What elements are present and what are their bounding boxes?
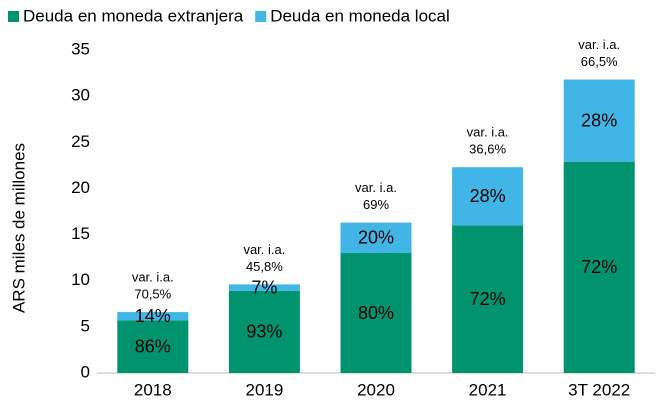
y-axis-label: ARS miles de millones xyxy=(9,143,28,313)
annotation: var. i.a. xyxy=(132,270,174,285)
annotation: 45,8% xyxy=(246,259,283,274)
bar-segment xyxy=(452,167,524,226)
y-tick-label: 10 xyxy=(71,270,90,289)
bar-segment xyxy=(340,222,412,254)
y-tick-label: 20 xyxy=(71,178,90,197)
legend-label: Deuda en moneda local xyxy=(270,6,450,25)
segment-label: 72% xyxy=(470,289,506,309)
y-tick-label: 5 xyxy=(81,316,90,335)
y-tick-label: 35 xyxy=(71,39,90,58)
bar-segment xyxy=(563,161,635,373)
segment-label: 80% xyxy=(358,303,394,323)
segment-label: 28% xyxy=(581,110,617,130)
annotation: var. i.a. xyxy=(467,125,509,140)
legend-swatch xyxy=(255,11,267,22)
x-tick-label: 2019 xyxy=(245,380,283,399)
annotation: 69% xyxy=(363,197,389,212)
segment-label: 93% xyxy=(246,322,282,342)
annotation: 70,5% xyxy=(134,287,171,302)
bar-segment xyxy=(340,253,412,373)
legend-label: Deuda en moneda extranjera xyxy=(23,6,244,25)
annotation: 66,5% xyxy=(581,54,618,69)
bar-segment xyxy=(117,320,189,373)
segment-label: 7% xyxy=(251,277,277,297)
x-tick-label: 2018 xyxy=(134,380,172,399)
x-tick-label: 2021 xyxy=(469,380,507,399)
y-tick-label: 30 xyxy=(71,86,90,105)
segment-label: 20% xyxy=(358,228,394,248)
y-tick-label: 0 xyxy=(81,362,90,381)
bar-segment xyxy=(117,312,189,321)
annotation: 36,6% xyxy=(469,142,506,157)
bar-segment xyxy=(228,290,300,373)
y-tick-label: 25 xyxy=(71,132,90,151)
annotation: var. i.a. xyxy=(243,242,285,257)
x-tick-label: 3T 2022 xyxy=(568,380,630,399)
bar-segment xyxy=(563,79,635,162)
segment-label: 72% xyxy=(581,257,617,277)
bar-segment xyxy=(452,225,524,373)
x-tick-label: 2020 xyxy=(357,380,395,399)
segment-label: 14% xyxy=(135,306,171,326)
y-tick-label: 15 xyxy=(71,224,90,243)
segment-label: 28% xyxy=(470,186,506,206)
segment-label: 86% xyxy=(135,336,171,356)
bar-segment xyxy=(228,284,300,291)
annotation: var. i.a. xyxy=(578,37,620,52)
annotation: var. i.a. xyxy=(355,180,397,195)
legend-swatch xyxy=(8,11,19,22)
